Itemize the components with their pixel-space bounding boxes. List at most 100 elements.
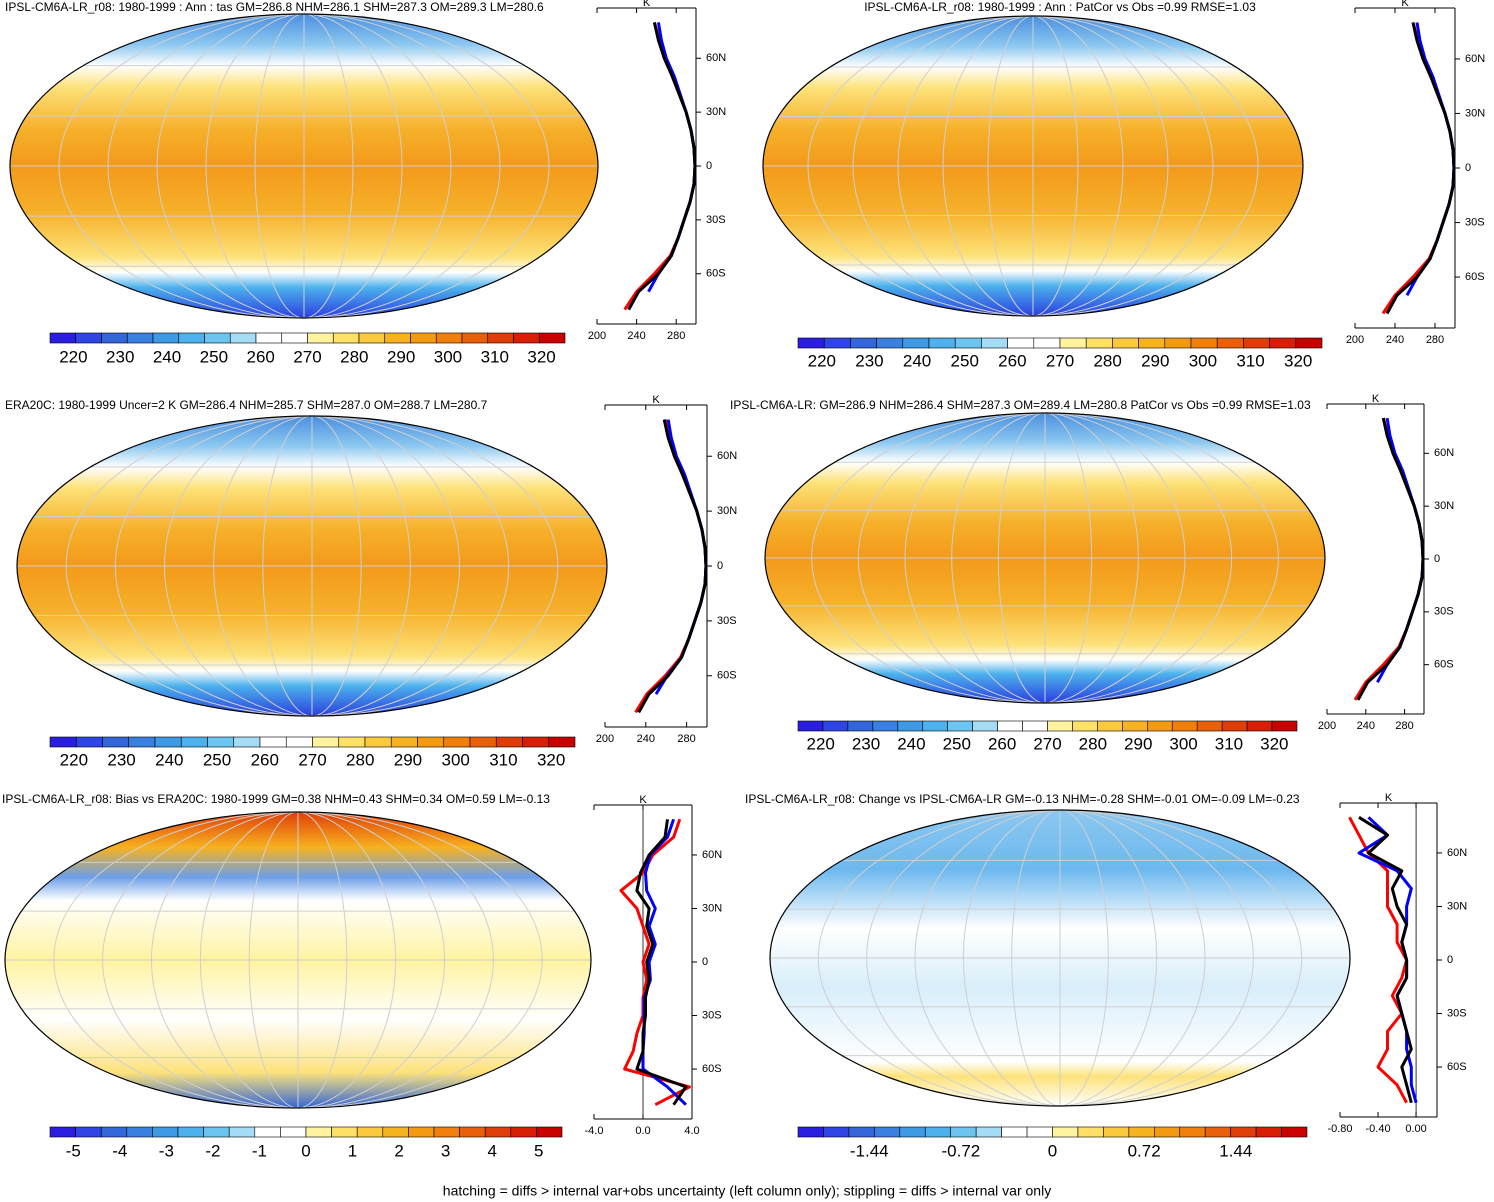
y-tick-label: 60S	[702, 1063, 722, 1075]
colorbar-label: 4	[487, 1141, 496, 1160]
y-tick-label: 60N	[702, 849, 722, 861]
y-tick-label: 30S	[717, 615, 737, 627]
colorbar-box	[204, 332, 231, 344]
colorbar-box	[513, 332, 540, 344]
colorbar-box	[285, 736, 313, 748]
y-tick-label: 0	[1434, 553, 1440, 565]
panel-title: IPSL-CM6A-LR_r08: Bias vs ERA20C: 1980-1…	[2, 792, 550, 806]
y-tick-label: 30S	[1434, 606, 1454, 618]
y-tick-label: 30S	[706, 214, 726, 226]
colorbar-label: 310	[1215, 734, 1243, 753]
colorbar-box	[876, 337, 904, 349]
colorbar-label: 320	[1284, 351, 1312, 370]
colorbar-box	[902, 337, 930, 349]
colorbar-box	[75, 332, 102, 344]
colorbar-box	[178, 332, 205, 344]
x-tick-label: 0.00	[1405, 1123, 1426, 1135]
profile-line	[627, 22, 697, 311]
profile-line	[1353, 417, 1425, 701]
y-tick-label: 60N	[1434, 447, 1454, 459]
colorbar-box	[928, 337, 956, 349]
colorbar-box	[548, 736, 576, 748]
y-tick-label: 0	[1465, 162, 1471, 174]
x-tick-label: 0.0	[635, 1125, 650, 1137]
colorbar-label: -1	[252, 1141, 267, 1160]
map-border	[764, 412, 1326, 704]
colorbar-label: 320	[1260, 734, 1288, 753]
colorbar-box	[358, 332, 386, 344]
colorbar-label: 320	[527, 347, 555, 366]
colorbar-box	[1171, 720, 1198, 732]
colorbar-box	[435, 332, 463, 344]
colorbar-box	[850, 337, 877, 349]
colorbar-label: 270	[1046, 351, 1074, 370]
colorbar-label: 270	[1033, 734, 1061, 753]
y-tick-label: 30N	[1465, 107, 1485, 119]
colorbar-box	[797, 1126, 824, 1138]
colorbar-label: 220	[60, 750, 88, 769]
panel: IPSL-CM6A-LR_r08: 1980-1999 : Ann : tas …	[5, 0, 726, 366]
colorbar-box	[152, 332, 180, 344]
y-tick-label: 0	[1447, 954, 1453, 966]
colorbar-label: 310	[489, 750, 517, 769]
colorbar-box	[1112, 337, 1139, 349]
profile-line	[1348, 816, 1409, 1104]
profile-line	[1381, 22, 1456, 315]
profile-line	[634, 419, 708, 714]
y-tick-label: 30N	[1434, 500, 1454, 512]
colorbar-box	[312, 736, 340, 748]
colorbar-box	[228, 1126, 256, 1138]
panel: IPSL-CM6A-LR_r08: 1980-1999 : Ann : PatC…	[762, 0, 1485, 370]
colorbar-box	[459, 1126, 486, 1138]
map-border	[9, 13, 599, 319]
graticule	[763, 16, 1303, 316]
profile-line	[623, 21, 697, 311]
colorbar-label: 220	[59, 347, 87, 366]
colorbar-box	[1138, 337, 1166, 349]
colorbar-box	[1001, 1126, 1028, 1138]
footer-note: hatching = diffs > internal var+obs unce…	[443, 1183, 1051, 1199]
colorbar-label: 280	[340, 347, 368, 366]
colorbar-box	[848, 1126, 875, 1138]
colorbar-label: 1	[348, 1141, 357, 1160]
colorbar-box	[207, 736, 235, 748]
colorbar-label: 240	[897, 734, 925, 753]
y-tick-label: 30S	[1447, 1007, 1467, 1019]
colorbar-label: 310	[481, 347, 509, 366]
colorbar-box	[975, 1126, 1002, 1138]
y-tick-label: 60N	[1447, 847, 1467, 859]
map-border	[4, 811, 592, 1109]
colorbar-box	[495, 736, 523, 748]
y-tick-label: 60S	[1434, 659, 1454, 671]
y-tick-label: 30S	[702, 1009, 722, 1021]
x-tick-label: 240	[1357, 720, 1375, 732]
colorbar-label: 220	[806, 734, 834, 753]
colorbar-box	[1230, 1126, 1257, 1138]
graticule	[770, 810, 1350, 1106]
x-tick-label: 200	[588, 330, 606, 342]
colorbar-box	[1271, 720, 1298, 732]
graticule	[10, 14, 598, 318]
colorbar-label: 320	[537, 750, 565, 769]
x-tick-label: 4.0	[684, 1125, 699, 1137]
colorbar-label: -3	[159, 1141, 174, 1160]
colorbar-box	[338, 736, 366, 748]
colorbar-box	[1221, 720, 1248, 732]
colorbar-box	[259, 736, 287, 748]
colorbar-box	[1204, 1126, 1231, 1138]
colorbar-box	[382, 1126, 409, 1138]
colorbar-box	[922, 720, 949, 732]
colorbar-box	[1243, 337, 1270, 349]
colorbar-label: 230	[855, 351, 883, 370]
map-border	[762, 15, 1304, 317]
colorbar-box	[1164, 337, 1192, 349]
colorbar-box	[469, 736, 497, 748]
panel-title: IPSL-CM6A-LR_r08: 1980-1999 : Ann : tas …	[5, 0, 544, 14]
colorbar-box	[101, 332, 128, 344]
colorbar-box	[417, 736, 445, 748]
profile-units: K	[1372, 393, 1380, 405]
colorbar-box	[1196, 720, 1223, 732]
colorbar-label: 290	[1141, 351, 1169, 370]
colorbar-box	[410, 332, 437, 344]
colorbar-label: 250	[200, 347, 228, 366]
